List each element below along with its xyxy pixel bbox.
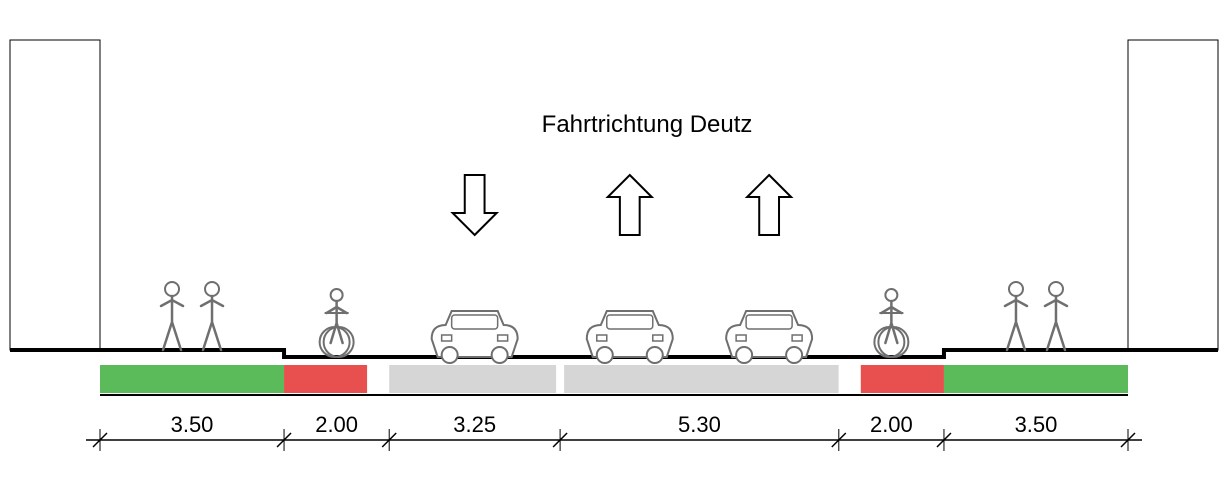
direction-arrow (608, 175, 652, 235)
buffer-bike_r (839, 365, 861, 393)
band-lane_l (389, 365, 556, 393)
band-sw_right (944, 365, 1128, 393)
pedestrian-icon (161, 282, 183, 350)
title: Fahrtrichtung Deutz (542, 111, 753, 138)
pedestrian-icon (1005, 282, 1027, 350)
band-bike_l (284, 365, 367, 393)
car-icon (726, 311, 812, 363)
diagram-svg: Fahrtrichtung Deutz 3.50 2.00 3.25 5.30 2.00 3… (0, 0, 1228, 503)
building-left (10, 40, 100, 350)
cyclist-icon (320, 289, 354, 357)
pedestrian-icon (1045, 282, 1067, 350)
street-cross-section: Fahrtrichtung Deutz 3.50 2.00 3.25 5.30 2.00 3… (0, 0, 1228, 503)
dim-label: 5.30 (678, 412, 721, 437)
band-bike_r (861, 365, 944, 393)
building-right (1128, 40, 1218, 350)
band-sw_left (100, 365, 284, 393)
dim-label: 2.00 (870, 412, 913, 437)
band-lane_r (564, 365, 839, 393)
dim-label: 3.50 (171, 412, 214, 437)
buffer-bike_l (367, 365, 389, 393)
cyclist-icon (874, 289, 908, 357)
pedestrian-icon (201, 282, 223, 350)
direction-arrow (453, 175, 497, 235)
car-icon (587, 311, 673, 363)
direction-arrow (747, 175, 791, 235)
car-icon (432, 311, 518, 363)
dim-label: 3.50 (1015, 412, 1058, 437)
dim-label: 3.25 (453, 412, 496, 437)
dim-label: 2.00 (315, 412, 358, 437)
